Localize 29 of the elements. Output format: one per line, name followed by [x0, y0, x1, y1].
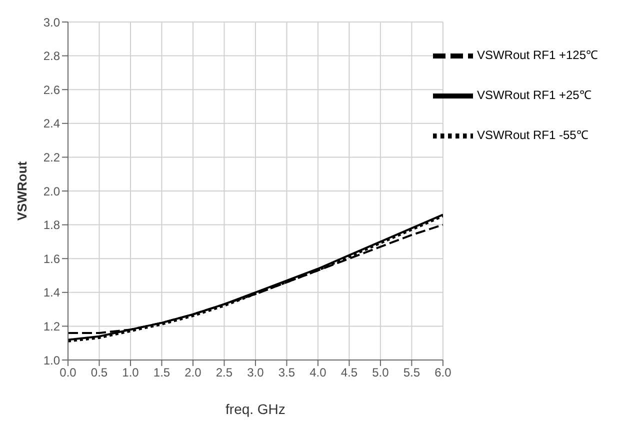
x-tick-label: 0.0	[60, 366, 77, 380]
x-tick-label: 1.5	[153, 366, 170, 380]
x-tick-label: 4.5	[340, 366, 358, 380]
y-tick-label: 1.8	[43, 218, 60, 232]
x-tick-label: 2.0	[184, 366, 202, 380]
y-tick-label: 1.0	[43, 353, 60, 368]
y-tick-label: 1.4	[43, 286, 60, 300]
legend-label: VSWRout RF1 +25℃	[476, 88, 592, 102]
y-tick-label: 2.8	[43, 49, 60, 64]
y-tick-label: 2.6	[43, 82, 60, 97]
y-tick-label: 1.6	[43, 252, 60, 266]
legend-label: VSWRout RF1 +125℃	[476, 48, 598, 62]
x-tick-label: 3.0	[247, 366, 264, 380]
x-tick-label: 6.0	[434, 366, 452, 380]
x-tick-label: 3.5	[278, 366, 296, 380]
x-axis-title: freq. GHz	[226, 401, 286, 417]
x-tick-label: 5.0	[372, 366, 390, 380]
legend-label: VSWRout RF1 -55℃	[476, 128, 588, 142]
y-tick-label: 3.0	[43, 15, 60, 30]
x-tick-label: 0.5	[90, 366, 108, 380]
x-tick-label: 4.0	[310, 366, 327, 380]
y-tick-label: 2.0	[43, 184, 60, 198]
y-tick-label: 2.2	[43, 150, 60, 164]
y-tick-label: 1.2	[43, 319, 60, 334]
x-tick-label: 1.0	[122, 366, 140, 380]
y-axis-title: VSWRout	[14, 160, 30, 221]
y-tick-label: 2.4	[43, 116, 60, 131]
x-tick-label: 5.5	[403, 366, 420, 380]
x-tick-label: 2.5	[216, 366, 233, 380]
